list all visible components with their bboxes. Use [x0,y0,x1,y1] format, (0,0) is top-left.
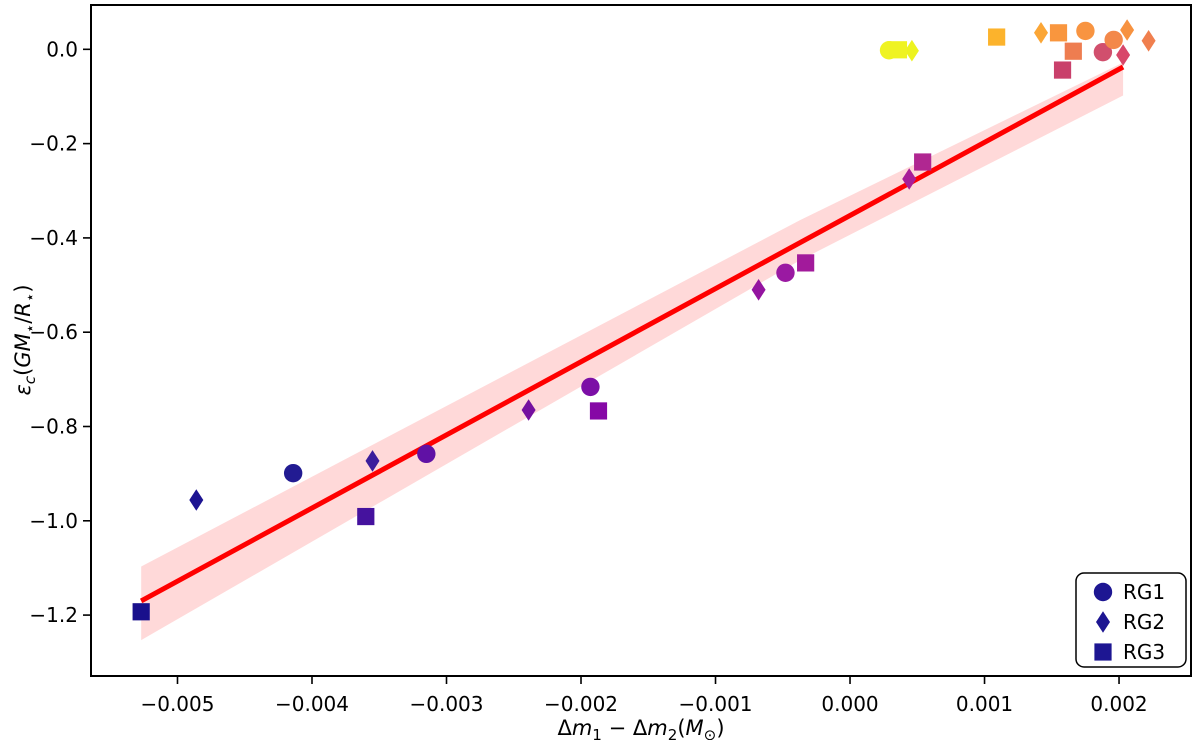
y-tick-label: −1.0 [29,509,78,533]
x-tick-label: −0.005 [140,692,214,716]
data-point-rg3 [589,402,608,420]
data-point-rg3 [1064,42,1082,60]
data-point-rg2 [904,39,919,62]
y-tick-label: −0.2 [29,132,78,156]
y-tick-label: −0.8 [29,414,78,438]
y-tick-label: 0.0 [46,37,78,61]
data-point-rg2 [1034,22,1048,44]
data-point-rg2 [1116,44,1131,66]
data-point-rg1 [1104,30,1123,50]
data-point-rg1 [581,377,600,397]
data-point-rg2 [751,279,766,301]
data-point-rg1 [1076,21,1095,41]
y-tick-label: −0.4 [29,226,78,250]
data-point-rg1 [776,263,795,282]
data-point-rg3 [357,507,375,526]
y-tick-label: −0.6 [29,320,78,344]
y-axis-label: εc(GM⋆/R⋆) [11,284,39,395]
x-tick-label: −0.004 [275,692,349,716]
x-tick-label: −0.001 [679,692,753,716]
data-point-rg2 [365,450,380,472]
data-point-rg3 [914,153,932,171]
legend-marker-rg2 [1096,611,1110,633]
data-point-rg3 [1049,24,1068,42]
data-point-rg1 [1093,42,1113,62]
x-tick-label: 0.002 [1090,692,1147,716]
data-point-rg3 [1053,61,1072,79]
x-tick-label: 0.000 [821,692,878,716]
y-tick-label: −1.2 [29,603,78,627]
x-tick-label: −0.003 [409,692,483,716]
data-point-rg2 [902,168,917,190]
legend-label-rg2: RG2 [1123,610,1165,634]
x-axis-label: Δm1 − Δm2(M⊙) [557,716,724,740]
data-point-rg2 [521,399,536,421]
data-point-rg2 [1120,19,1135,41]
data-point-rg2 [1141,30,1156,52]
legend-label-rg3: RG3 [1123,640,1165,664]
data-point-rg3 [988,28,1006,46]
x-tick-label: 0.001 [956,692,1013,716]
data-point-rg3 [132,603,150,621]
data-point-rg3 [797,254,815,272]
plot-spines [90,4,1192,677]
x-tick-label: −0.002 [544,692,618,716]
data-point-rg2 [189,489,204,511]
data-point-rg1 [283,463,303,483]
data-point-rg3 [889,41,908,59]
legend-label-rg1: RG1 [1123,580,1165,604]
confidence-band [141,62,1124,641]
legend-marker-rg1 [1093,582,1113,602]
data-point-rg1 [417,444,436,464]
regression-line [139,64,1125,604]
legend-marker-rg3 [1094,643,1112,661]
